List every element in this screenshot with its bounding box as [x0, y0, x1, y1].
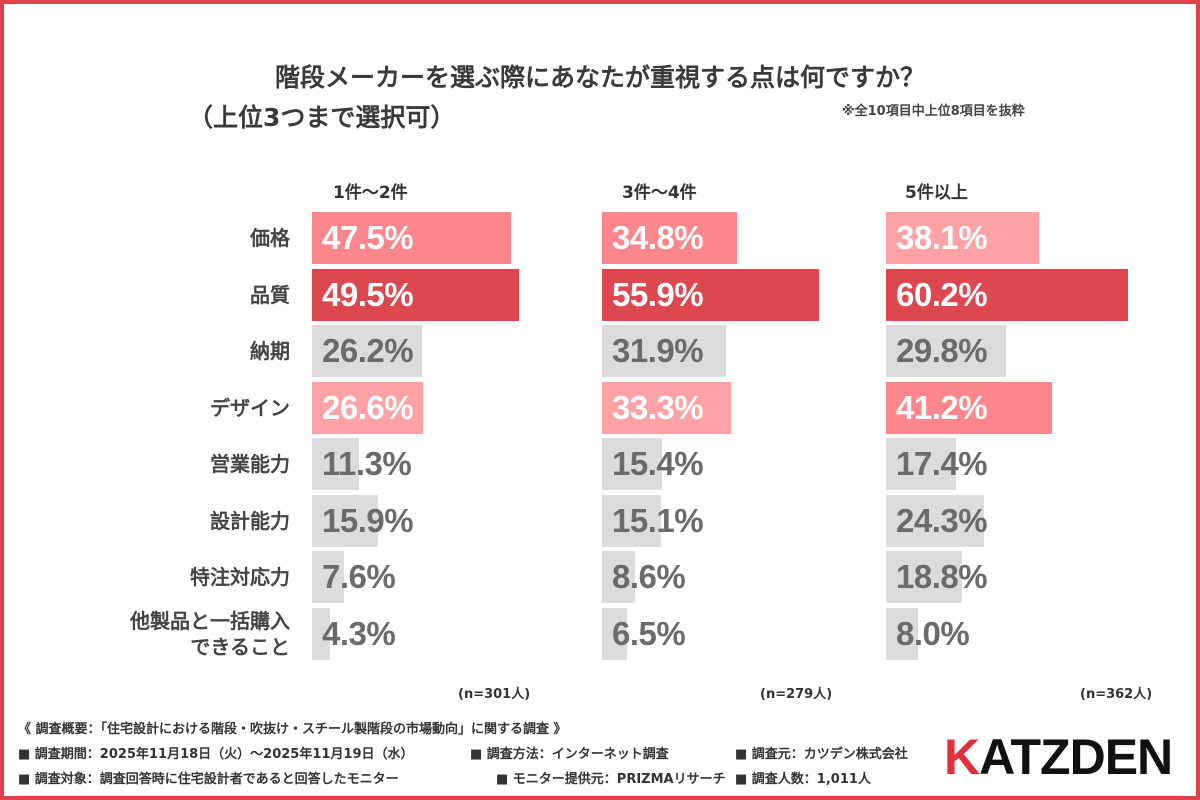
- category-label-line: できること: [190, 634, 290, 659]
- category-label-line: 品質: [250, 282, 290, 307]
- category-label-line: 他製品と一括購入: [130, 608, 290, 633]
- value-label: 26.6%: [322, 388, 414, 426]
- bar: [602, 607, 628, 660]
- bar: [886, 268, 1128, 321]
- bar: [312, 438, 360, 490]
- bar: [312, 494, 379, 547]
- category-label-line: 特注対応力: [190, 565, 290, 589]
- bar: [312, 268, 519, 321]
- footer-method: ■ 調査方法：インターネット調査: [470, 747, 669, 762]
- value-label: 60.2%: [896, 275, 988, 313]
- bar: [312, 212, 511, 264]
- value-label: 49.5%: [322, 275, 414, 313]
- category-label-line: 営業能力: [210, 452, 290, 476]
- bar: [602, 212, 738, 264]
- category-label: 営業能力: [210, 451, 290, 477]
- category-label: 他製品と一括購入 できること: [130, 608, 290, 660]
- bar: [602, 438, 662, 490]
- sample-size-label: (n=301人): [458, 687, 531, 702]
- value-label: 31.9%: [612, 332, 704, 369]
- value-label: 38.1%: [896, 219, 988, 256]
- chart-note: ※全10項目中上位8項目を抜粋: [842, 104, 1025, 119]
- value-label: 34.8%: [612, 219, 704, 256]
- bar: [312, 381, 424, 434]
- value-label: 55.9%: [612, 275, 704, 313]
- category-label: 価格: [250, 225, 290, 251]
- bar: [886, 607, 919, 660]
- value-label: 29.8%: [896, 332, 988, 369]
- value-label: 15.1%: [612, 501, 704, 539]
- value-label: 47.5%: [322, 219, 414, 256]
- category-label: 特注対応力: [190, 564, 290, 590]
- category-label-line: 設計能力: [210, 508, 290, 533]
- category-label: 品質: [250, 282, 290, 308]
- footer-survey-title: 《 調査概要：「住宅設計における階段・吹抜け・スチール製階段の市場動向」に関する…: [18, 722, 567, 737]
- series-header: 3件～4件: [622, 183, 697, 203]
- sample-size-label: (n=362人): [1080, 687, 1153, 702]
- value-label: 24.3%: [896, 501, 988, 539]
- value-label: 33.3%: [612, 388, 704, 426]
- value-label: 11.3%: [322, 445, 412, 482]
- value-label: 4.3%: [322, 614, 396, 652]
- bar: [602, 551, 636, 603]
- footer-source: ■ 調査元：カツデン株式会社: [735, 747, 908, 762]
- category-label-line: 納期: [250, 339, 290, 363]
- value-label: 8.0%: [896, 614, 970, 652]
- value-label: 8.6%: [612, 558, 686, 595]
- value-label: 6.5%: [612, 614, 686, 652]
- category-label-line: 価格: [250, 226, 290, 250]
- value-label: 18.8%: [896, 558, 988, 595]
- value-label: 26.2%: [322, 332, 414, 369]
- footer-count: ■ 調査人数：1,011人: [735, 772, 871, 787]
- value-label: 15.4%: [612, 445, 704, 482]
- bar: [602, 494, 661, 547]
- value-label: 15.9%: [322, 501, 414, 539]
- value-label: 41.2%: [896, 388, 988, 426]
- category-label: 納期: [250, 338, 290, 364]
- bar: [886, 212, 1040, 264]
- series-header: 5件以上: [905, 183, 968, 203]
- bar: [312, 325, 422, 377]
- footer-period: ■ 調査期間：2025年11月18日（火）～2025年11月19日（水）: [18, 747, 414, 762]
- chart-title: 階段メーカーを選ぶ際にあなたが重視する点は何ですか？: [274, 63, 925, 92]
- value-label: 7.6%: [322, 558, 396, 595]
- bar: [312, 551, 344, 603]
- category-label-line: デザイン: [210, 395, 290, 420]
- katzden-logo: KATZDEN: [944, 729, 1173, 785]
- bar: [602, 381, 732, 434]
- category-label: 設計能力: [210, 508, 290, 534]
- bar: [886, 381, 1052, 434]
- series-header: 1件～2件: [333, 183, 408, 203]
- bar: [886, 551, 962, 603]
- chart-subtitle: （上位3つまで選択可）: [188, 103, 456, 132]
- bar: [602, 325, 726, 377]
- category-label: デザイン: [210, 395, 290, 421]
- sample-size-label: (n=279人): [760, 687, 833, 702]
- bar: [312, 607, 330, 660]
- bar: [602, 268, 819, 321]
- bar: [886, 494, 984, 547]
- bar: [886, 438, 956, 490]
- footer-provider: ■ モニター提供元：PRIZMAリサーチ: [496, 772, 726, 787]
- value-label: 17.4%: [896, 445, 988, 482]
- footer-target: ■ 調査対象：調査回答時に住宅設計者であると回答したモニター: [18, 772, 399, 787]
- bar: [886, 325, 1006, 377]
